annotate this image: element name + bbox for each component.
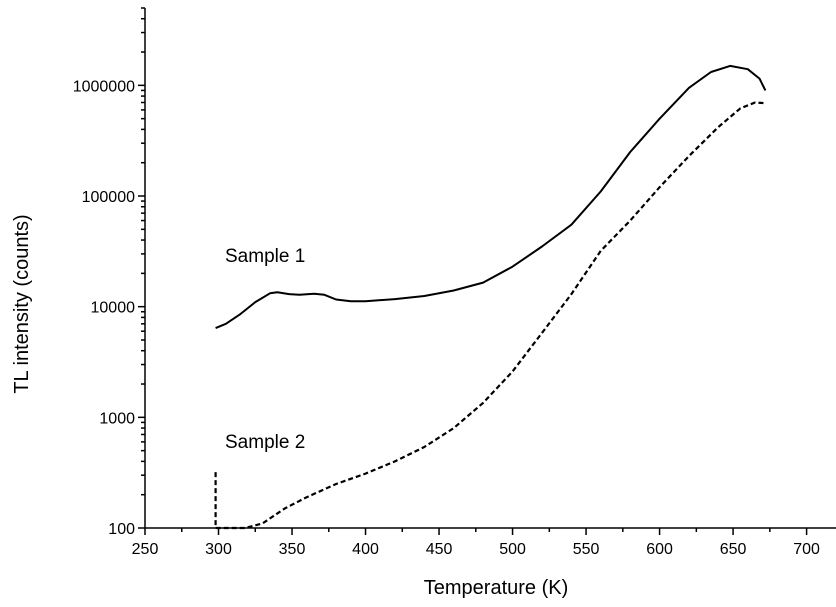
x-tick-label: 300	[205, 541, 232, 558]
x-tick-label: 500	[499, 541, 526, 558]
sample-2-annotation: Sample 2	[225, 432, 305, 453]
x-tick-label: 250	[132, 541, 159, 558]
y-tick-label: 100	[108, 521, 135, 538]
series-layer	[214, 64, 767, 530]
x-tick-label: 400	[352, 541, 379, 558]
x-tick-label: 600	[646, 541, 673, 558]
y-tick-label: 1000	[99, 410, 135, 427]
x-tick-label: 650	[720, 541, 747, 558]
x-tick-label: 350	[279, 541, 306, 558]
sample-1-annotation: Sample 1	[225, 246, 305, 267]
sample-1-curve	[215, 64, 767, 330]
y-axis-title: TL intensity (counts)	[11, 214, 33, 393]
axes-layer: 250 300 350 400 450 500 550 600 650 700 100 1000 100…	[73, 7, 836, 558]
x-tick-label: 450	[426, 541, 453, 558]
x-tick-label: 550	[573, 541, 600, 558]
x-tick-label: 700	[793, 541, 820, 558]
sample-2-curve	[214, 101, 766, 530]
x-axis-title: Temperature (K)	[424, 577, 569, 599]
y-tick-label: 1000000	[73, 78, 135, 95]
y-tick-label: 100000	[82, 189, 135, 206]
y-tick-label: 10000	[91, 300, 136, 317]
